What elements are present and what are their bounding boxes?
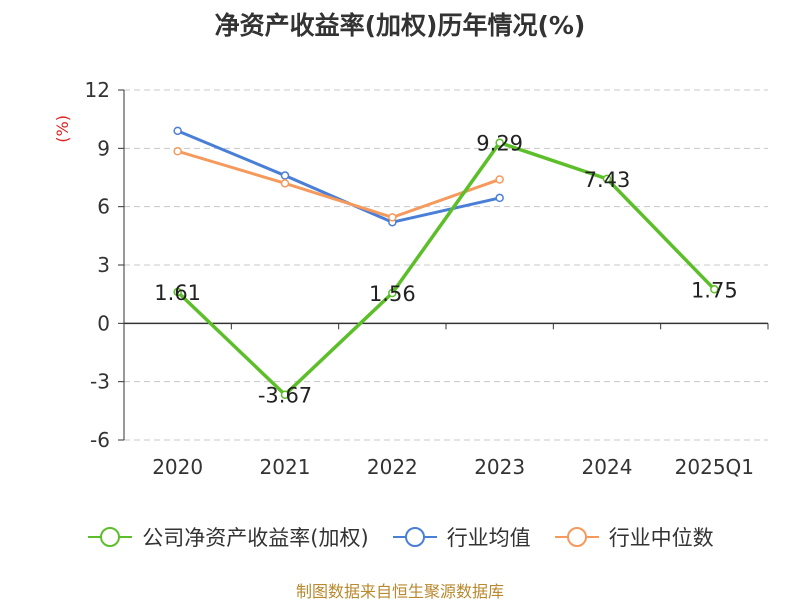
y-tick-label: 0 [97,311,110,335]
data-point [710,285,719,294]
x-tick-label: 2025Q1 [675,455,754,479]
axis-layer: 12 9 6 3 0 -3 -6 (%) 2020 2021 2022 2023 2024 2025Q1 [53,78,769,479]
legend-swatch [554,527,599,547]
legend-label: 行业均值 [446,526,531,550]
data-point [173,287,182,297]
data-point [173,147,182,156]
data-label: -3.67 [258,384,312,408]
legend-swatch-marker [404,527,425,547]
y-axis-label: (%) [53,115,72,143]
source-note: 制图数据来自恒生聚源数据库 [295,582,504,601]
y-tick-label: 6 [97,195,110,219]
series-layer [173,126,719,399]
data-point [388,288,397,298]
chart-title: 净资产收益率(加权)历年情况(%) [214,11,586,40]
y-tick-label: 12 [85,78,110,102]
data-point [495,175,504,184]
data-point [280,179,290,188]
legend-swatch [88,527,133,547]
series-line [176,140,716,397]
data-label: 1.61 [154,281,201,305]
data-point [280,390,290,399]
x-tick-label: 2020 [152,455,203,479]
y-tick-label: -3 [90,370,110,394]
legend-item: 公司净资产收益率(加权) [86,522,369,552]
legend-label: 行业中位数 [608,526,714,550]
x-tick-label: 2023 [474,455,525,479]
legend-item: 行业中位数 [553,522,714,552]
label-layer: 1.61 -3.67 1.56 9.29 7.43 1.75 [154,132,737,408]
data-point [495,138,504,147]
data-label: 7.43 [584,168,631,192]
y-tick-label: 3 [97,253,110,277]
data-point [280,171,290,180]
x-tick-label: 2024 [582,455,633,479]
x-tick-label: 2022 [367,455,418,479]
data-label: 1.56 [369,282,416,306]
data-point [495,193,504,203]
x-tick-label: 2021 [260,455,311,479]
data-point [602,174,612,184]
legend-swatch-marker [566,527,587,547]
data-point [173,126,182,136]
y-tick-label: -6 [90,428,110,452]
legend-label: 公司净资产收益率(加权) [142,526,369,550]
data-label: 9.29 [476,132,523,156]
legend-item: 行业均值 [391,522,531,552]
y-tick-label: 9 [97,136,110,160]
data-label: 1.75 [691,278,738,302]
legend-swatch [392,527,437,547]
legend-swatch-marker [100,527,121,547]
grid-layer [124,89,768,441]
legend: 公司净资产收益率(加权) 行业均值 行业中位数 [0,519,800,555]
data-point [388,213,397,222]
series-line [177,149,501,219]
